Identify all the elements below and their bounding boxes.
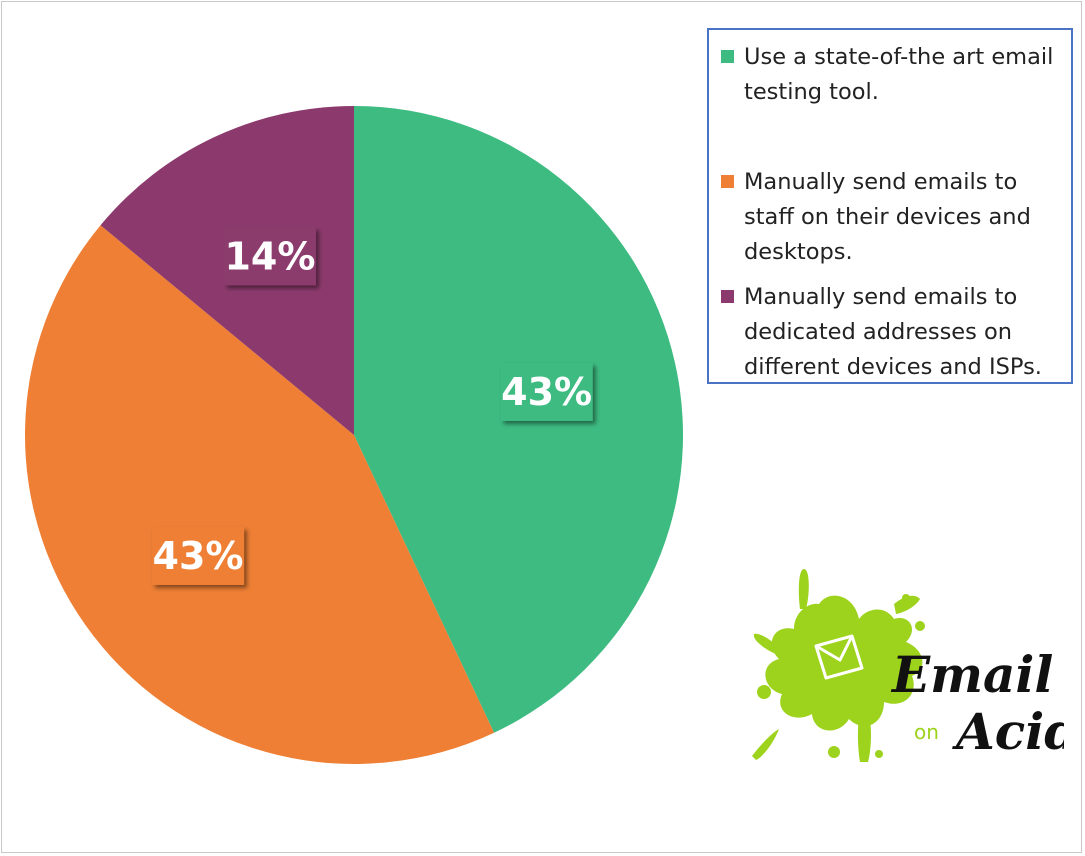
logo-acid-text: Acid (952, 702, 1064, 761)
data-label-box (152, 526, 245, 585)
logo-on-text: on (914, 720, 939, 744)
legend-label: Use a state-of-the art email testing too… (744, 44, 1054, 105)
legend-swatch (721, 50, 734, 63)
email-on-acid-logo: Email on Acid (752, 569, 1064, 762)
data-label-box (500, 362, 593, 421)
data-label-text: 14% (224, 234, 315, 278)
legend-item-dedicated-addresses: Manually send emails to dedicated addres… (721, 280, 1063, 385)
splash-icon (752, 569, 925, 762)
data-label-0: 43% (500, 362, 593, 421)
pie-slices (24, 106, 683, 765)
logo-email-text: Email (890, 645, 1053, 704)
legend-item-staff-devices: Manually send emails to staff on their d… (721, 165, 1063, 280)
envelope-icon (814, 634, 864, 680)
pie-slice-1 (24, 225, 495, 765)
legend-swatch (721, 290, 734, 303)
legend-label: Manually send emails to staff on their d… (744, 169, 1031, 265)
data-label-text: 43% (501, 370, 592, 414)
data-label-box (223, 227, 316, 286)
data-label-1: 43% (152, 526, 245, 585)
data-label-2: 14% (223, 227, 316, 286)
data-label-text: 43% (153, 534, 244, 578)
legend-item-testing-tool: Use a state-of-the art email testing too… (721, 40, 1063, 165)
pie-labels: 43% 43% 14% (152, 227, 593, 585)
legend-swatch (721, 175, 734, 188)
legend: Use a state-of-the art email testing too… (707, 28, 1073, 384)
legend-label: Manually send emails to dedicated addres… (744, 284, 1042, 380)
